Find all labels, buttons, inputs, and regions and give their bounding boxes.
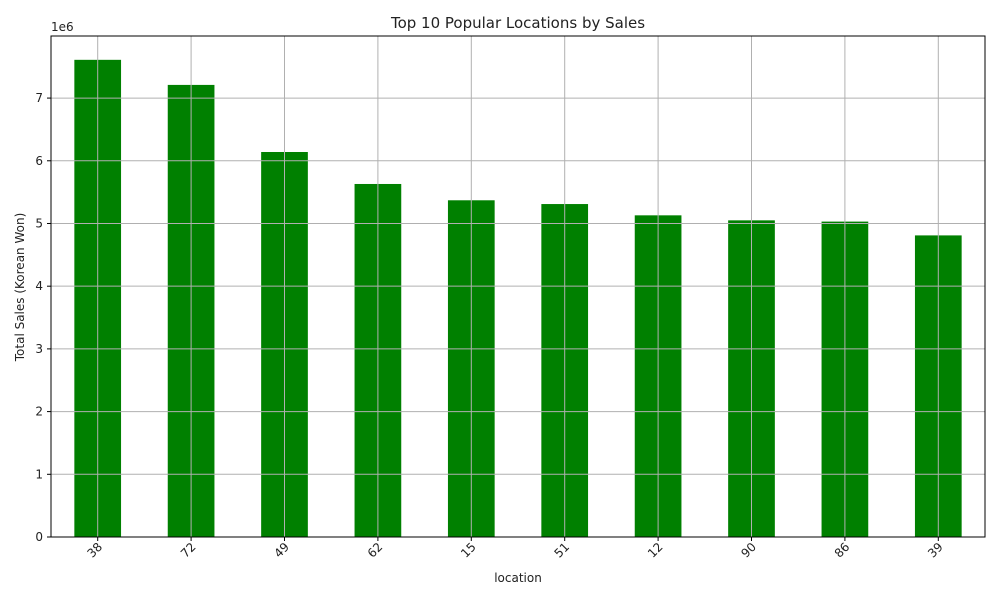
grid-lines bbox=[51, 36, 985, 538]
chart-title: Top 10 Popular Locations by Sales bbox=[390, 14, 645, 32]
x-tick-label: 15 bbox=[458, 540, 479, 561]
y-tick-label: 2 bbox=[35, 405, 43, 419]
x-tick-label: 90 bbox=[738, 540, 759, 561]
x-tick-label: 39 bbox=[925, 540, 946, 561]
x-tick-label: 62 bbox=[365, 540, 386, 561]
y-tick-label: 0 bbox=[35, 530, 43, 544]
y-tick-label: 1 bbox=[35, 467, 43, 481]
x-tick-label: 86 bbox=[832, 540, 853, 561]
y-axis: 0 1 2 3 4 5 6 7 bbox=[35, 91, 51, 544]
bars bbox=[74, 59, 962, 538]
y-tick-label: 7 bbox=[35, 91, 43, 105]
x-tick-label: 38 bbox=[85, 540, 106, 561]
x-tick-label: 51 bbox=[552, 540, 573, 561]
x-tick-label: 72 bbox=[178, 540, 199, 561]
x-tick-label: 49 bbox=[271, 540, 292, 561]
y-tick-label: 4 bbox=[35, 279, 43, 293]
y-tick-label: 5 bbox=[35, 216, 43, 230]
x-tick-label: 12 bbox=[645, 540, 666, 561]
scale-label: 1e6 bbox=[51, 20, 74, 34]
y-axis-title: Total Sales (Korean Won) bbox=[13, 213, 27, 363]
x-axis-title: location bbox=[494, 571, 542, 585]
y-tick-label: 6 bbox=[35, 154, 43, 168]
x-axis: 38 72 49 62 15 51 12 90 86 39 bbox=[85, 537, 946, 561]
y-tick-label: 3 bbox=[35, 342, 43, 356]
